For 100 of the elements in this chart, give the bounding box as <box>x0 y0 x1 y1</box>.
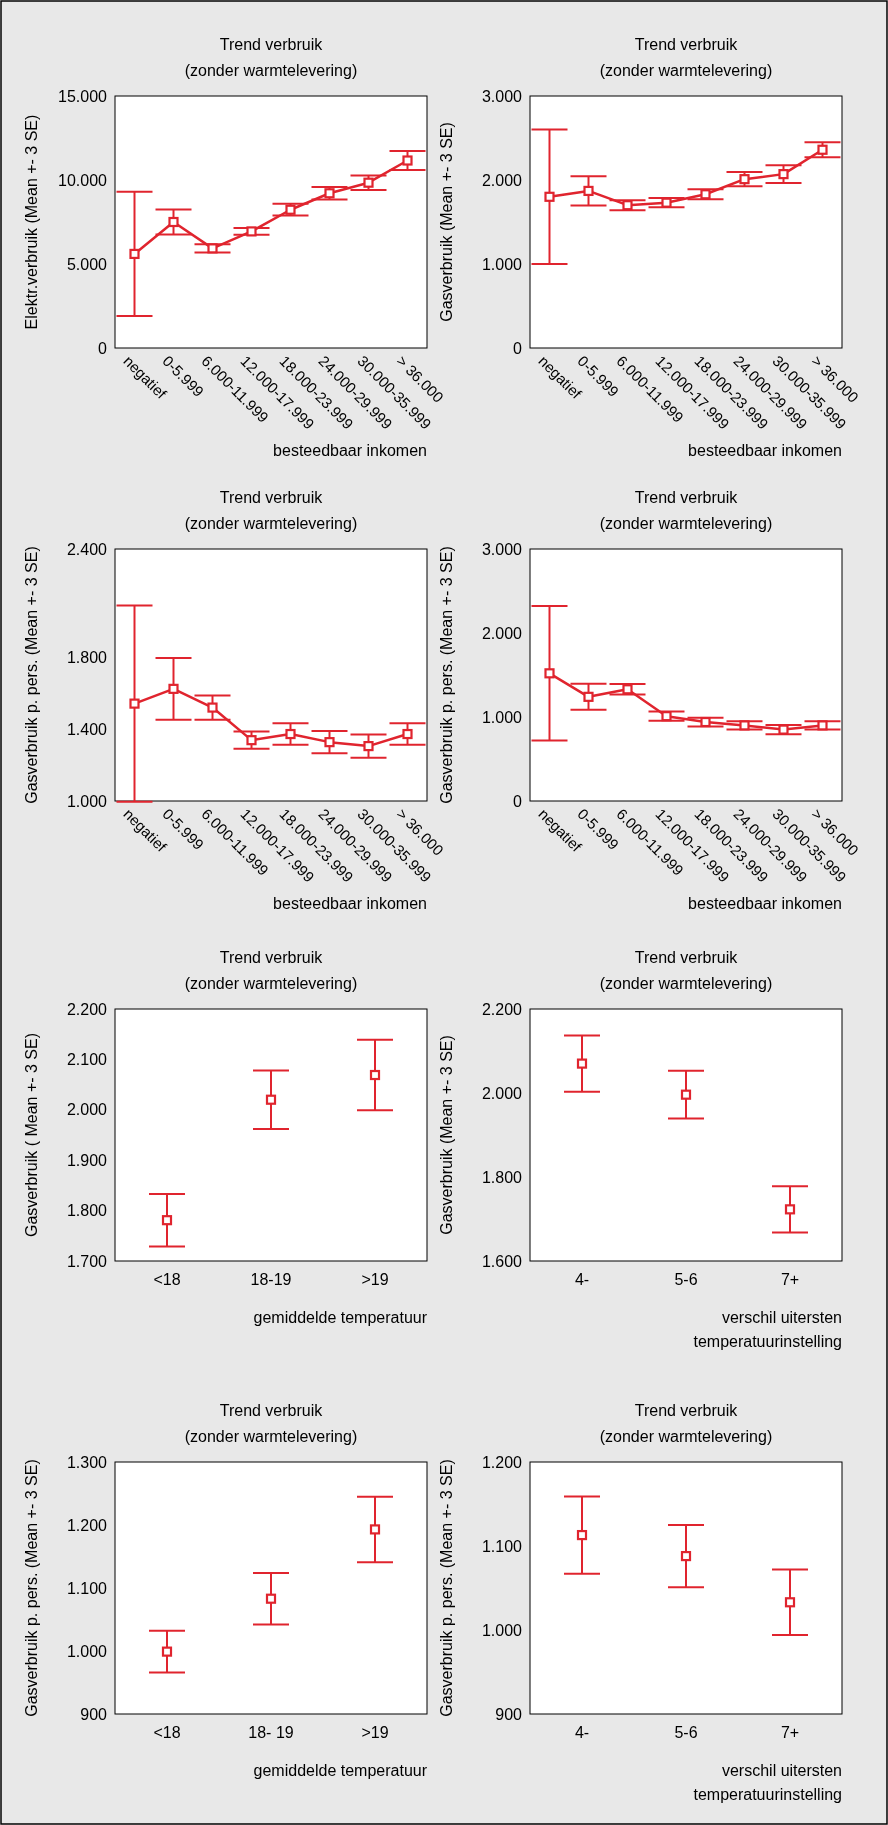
chart-subtitle: (zonder warmtelevering) <box>599 975 773 992</box>
x-tick-label: <18 <box>153 1724 181 1741</box>
y-axis-title: Gasverbruik p. pers. (Mean +- 3 SE) <box>438 1459 455 1717</box>
point <box>661 711 672 722</box>
y-tick-label: 2.200 <box>481 1000 523 1018</box>
point <box>544 191 555 202</box>
point <box>265 1593 277 1604</box>
chart-subtitle: (zonder warmtelevering) <box>184 62 358 79</box>
chart-title: Trend verbruik <box>219 489 324 506</box>
y-tick-label: 0 <box>513 339 523 357</box>
point <box>168 216 179 228</box>
point <box>784 1597 796 1608</box>
x-tick-label: >19 <box>361 1724 389 1741</box>
x-tick-label: 4- <box>574 1724 590 1741</box>
chart-subtitle: (zonder warmtelevering) <box>184 975 358 992</box>
point <box>324 188 335 199</box>
x-tick-label: 7+ <box>780 1271 800 1288</box>
chart-subtitle: (zonder warmtelevering) <box>599 62 773 79</box>
point <box>739 720 750 731</box>
point <box>680 1089 692 1100</box>
point <box>168 683 179 694</box>
y-tick-label: 1.800 <box>66 648 108 666</box>
point <box>207 702 218 713</box>
point <box>817 144 828 155</box>
y-tick-label: 2.000 <box>66 1101 108 1119</box>
y-tick-label: 900 <box>495 1705 523 1723</box>
x-axis-title: besteedbaar inkomen <box>273 895 427 912</box>
y-tick-label: 1.000 <box>481 255 523 273</box>
point <box>700 189 711 200</box>
y-tick-label: 2.000 <box>481 624 523 642</box>
y-tick-label: 15.000 <box>58 87 108 105</box>
y-axis-title: Gasverbruik p. pers. (Mean +- 3 SE) <box>23 1459 40 1717</box>
chart-title: Trend verbruik <box>634 489 739 506</box>
x-axis-title: besteedbaar inkomen <box>688 895 842 912</box>
point <box>622 684 633 695</box>
point <box>161 1215 173 1226</box>
y-tick-label: 900 <box>80 1705 108 1723</box>
y-axis-title: Gasverbruik (Mean +- 3 SE) <box>438 1035 455 1235</box>
y-axis-title: Elektr.verbruik (Mean +- 3 SE) <box>23 114 40 330</box>
y-axis-title: Gasverbruik p. pers. (Mean +- 3 SE) <box>23 546 40 804</box>
point <box>265 1094 277 1105</box>
point <box>622 200 633 211</box>
x-tick-label: >19 <box>361 1271 389 1288</box>
y-tick-label: 10.000 <box>58 171 108 189</box>
y-tick-label: 1.600 <box>481 1252 523 1270</box>
y-tick-label: 1.100 <box>481 1537 523 1555</box>
point <box>207 243 218 254</box>
chart-title: Trend verbruik <box>634 36 739 53</box>
point <box>700 716 711 728</box>
point <box>363 177 374 188</box>
point <box>576 1058 588 1069</box>
point <box>544 668 555 679</box>
y-axis-title: Gasverbruik (Mean +- 3 SE) <box>438 122 455 322</box>
x-tick-label: 5-6 <box>674 1724 698 1741</box>
x-axis-title: besteedbaar inkomen <box>688 442 842 459</box>
x-tick-label: <18 <box>153 1271 181 1288</box>
chart-subtitle: (zonder warmtelevering) <box>184 515 358 532</box>
point <box>369 1524 381 1535</box>
point <box>369 1069 381 1081</box>
point <box>285 204 296 215</box>
x-tick-label: 4- <box>574 1271 590 1288</box>
y-tick-label: 1.700 <box>66 1252 108 1270</box>
chart-title: Trend verbruik <box>634 1402 739 1419</box>
x-axis-title: gemiddelde temperatuur <box>253 1309 428 1326</box>
point <box>363 741 374 752</box>
x-axis-title: gemiddelde temperatuur <box>253 1762 428 1779</box>
y-tick-label: 1.300 <box>66 1453 108 1471</box>
y-tick-label: 2.100 <box>66 1051 108 1068</box>
y-tick-label: 1.200 <box>66 1516 108 1534</box>
y-tick-label: 0 <box>98 339 108 357</box>
y-tick-label: 3.000 <box>481 87 523 105</box>
y-tick-label: 1.900 <box>66 1151 108 1169</box>
y-tick-label: 1.000 <box>66 792 108 810</box>
y-tick-label: 1.000 <box>66 1642 108 1660</box>
y-axis-title: Gasverbruik p. pers. (Mean +- 3 SE) <box>438 546 455 804</box>
point <box>161 1646 173 1657</box>
point <box>324 737 335 748</box>
point <box>576 1529 588 1541</box>
y-tick-label: 1.100 <box>66 1579 108 1597</box>
point <box>129 248 140 260</box>
x-tick-label: 18-19 <box>250 1271 292 1288</box>
x-axis-title: besteedbaar inkomen <box>273 442 427 459</box>
y-tick-label: 1.800 <box>66 1202 108 1220</box>
y-tick-label: 1.000 <box>481 1621 523 1639</box>
y-tick-label: 2.000 <box>481 171 523 189</box>
x-axis-title: verschil uitersten temperatuurinstelling <box>693 1309 842 1350</box>
point <box>739 174 750 185</box>
chart-subtitle: (zonder warmtelevering) <box>599 1428 773 1445</box>
point <box>784 1204 796 1215</box>
point <box>402 728 413 740</box>
point <box>583 185 594 197</box>
point <box>129 698 140 709</box>
x-tick-label: 7+ <box>780 1724 800 1741</box>
chart-title: Trend verbruik <box>634 949 739 966</box>
point <box>583 691 594 702</box>
point <box>246 226 257 237</box>
y-tick-label: 5.000 <box>66 255 108 273</box>
chart-subtitle: (zonder warmtelevering) <box>184 1428 358 1445</box>
chart-title: Trend verbruik <box>219 1402 324 1419</box>
point <box>246 735 257 746</box>
